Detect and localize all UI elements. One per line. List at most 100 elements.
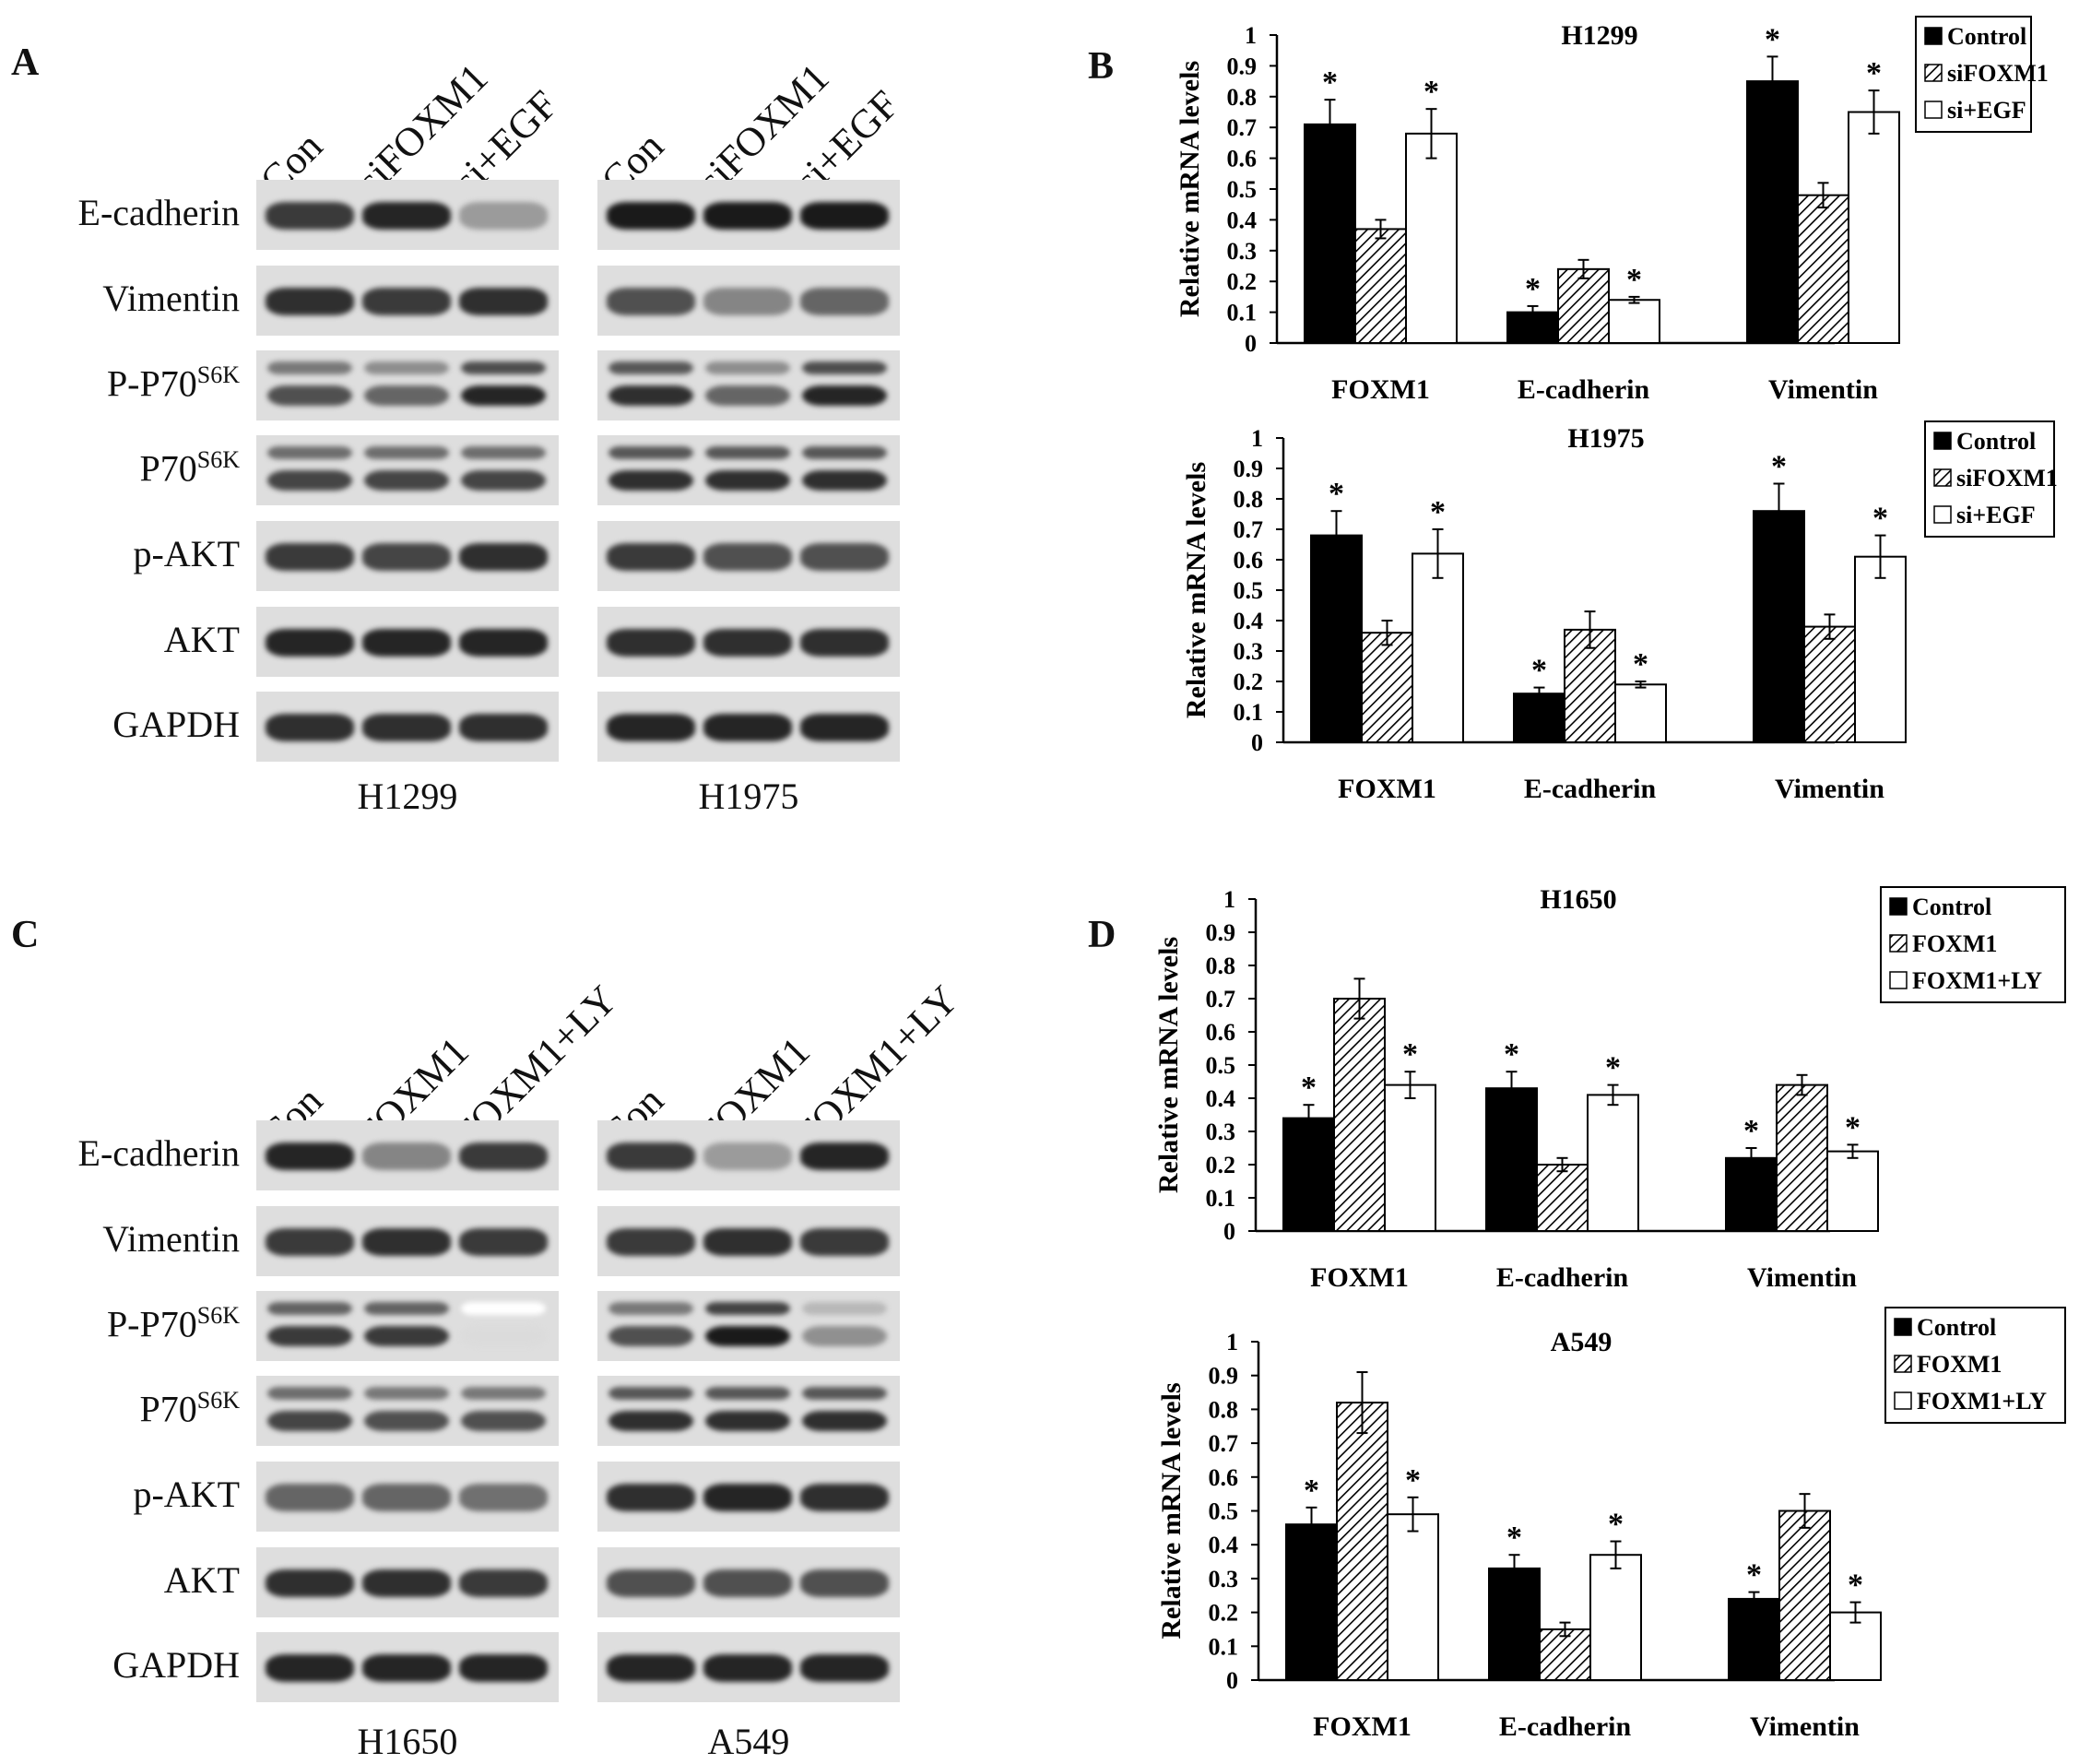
y-tick-label: 0.8 (1206, 953, 1236, 979)
y-tick-label: 0.7 (1234, 516, 1264, 543)
significance-star: * (1848, 1569, 1863, 1603)
row-label: AKT (163, 619, 240, 660)
blot-band (802, 446, 887, 459)
y-tick-label: 0.9 (1206, 919, 1236, 946)
cell-line-label: H1650 (357, 1721, 458, 1762)
blot-band (266, 1484, 354, 1511)
bar (1829, 1611, 1882, 1681)
blot-band (459, 543, 548, 571)
blot-strip (256, 692, 559, 762)
significance-star: * (1405, 1463, 1421, 1498)
row-label: GAPDH (112, 704, 240, 745)
blot-band (607, 1142, 695, 1170)
blot-band (461, 470, 546, 491)
blot-band (364, 470, 449, 491)
blot-band (362, 1569, 451, 1597)
blot-band (705, 385, 790, 406)
bar (1310, 534, 1363, 743)
blot-band (459, 1484, 548, 1511)
legend-swatch (1889, 934, 1908, 953)
blot-band (800, 629, 889, 657)
y-tick-label: 0.1 (1209, 1633, 1239, 1660)
x-category-label: Vimentin (1747, 1262, 1857, 1293)
blot-band (608, 361, 693, 374)
legend-label: Control (1912, 894, 1991, 920)
significance-star: * (1605, 1051, 1621, 1085)
y-tick-label: 0.2 (1209, 1600, 1239, 1627)
significance-star: * (1608, 1508, 1624, 1542)
y-tick-label: 1 (1226, 1329, 1238, 1356)
bar (1282, 1117, 1335, 1232)
blot-strip (597, 1291, 900, 1361)
blot-band (802, 1302, 887, 1315)
blot-band (459, 1142, 548, 1170)
row-label: Vimentin (102, 278, 240, 319)
blot-strip (256, 1120, 559, 1190)
blot-band (362, 1654, 451, 1682)
y-tick-label: 1 (1223, 886, 1235, 913)
blot-band (364, 446, 449, 459)
significance-star: * (1531, 654, 1547, 688)
y-tick-label: 0.8 (1234, 486, 1264, 513)
y-tick-label: 0.6 (1206, 1019, 1236, 1046)
y-tick-label: 0.3 (1209, 1566, 1239, 1592)
x-category-label: FOXM1 (1313, 1711, 1412, 1742)
blot-strip (597, 266, 900, 336)
blot-band (607, 1569, 695, 1597)
blot-band (364, 1302, 449, 1315)
row-label-superscript: S6K (196, 446, 240, 473)
y-tick-label: 0.8 (1209, 1396, 1239, 1423)
chart-title: A549 (1551, 1327, 1613, 1357)
blot-band (266, 543, 354, 571)
blot-band (267, 1326, 352, 1346)
blot-band (459, 288, 548, 315)
blot-strip (597, 180, 900, 250)
blot-band (461, 361, 546, 374)
blot-band (266, 714, 354, 741)
blot-band (608, 1387, 693, 1400)
y-axis-label: Relative mRNA levels (1175, 61, 1205, 317)
row-label-superscript: S6K (196, 1387, 240, 1414)
blot-strip (256, 435, 559, 505)
blot-band (266, 1654, 354, 1682)
blot-band (800, 1142, 889, 1170)
blot-band (267, 446, 352, 459)
bar (1333, 998, 1386, 1232)
bar (1587, 1094, 1639, 1233)
blot-band (607, 202, 695, 230)
bar (1589, 1554, 1642, 1681)
legend-swatch (1894, 1391, 1912, 1410)
x-category-label: E-cadherin (1496, 1262, 1629, 1293)
blot-strip (597, 521, 900, 591)
significance-star: * (1504, 1037, 1519, 1071)
blot-strip (256, 521, 559, 591)
blot-band (362, 1484, 451, 1511)
blot-band (703, 1228, 792, 1256)
legend-swatch (1894, 1318, 1912, 1336)
y-tick-label: 0.5 (1234, 577, 1264, 604)
blot-band (459, 202, 548, 230)
blot-band (459, 714, 548, 741)
legend-swatch (1894, 1355, 1912, 1373)
blot-band (608, 446, 693, 459)
blot-band (703, 202, 792, 230)
y-tick-label: 0.4 (1234, 608, 1264, 634)
y-tick-label: 0.5 (1227, 176, 1258, 203)
x-category-label: E-cadherin (1524, 774, 1657, 804)
x-category-label: FOXM1 (1310, 1262, 1409, 1293)
blot-band (802, 1411, 887, 1431)
legend-label: si+EGF (1947, 97, 2026, 124)
blot-band (800, 202, 889, 230)
blot-band (364, 1387, 449, 1400)
row-label: AKT (163, 1559, 240, 1601)
blot-band (703, 1654, 792, 1682)
blot-band (461, 446, 546, 459)
blot-band (705, 1387, 790, 1400)
blot-band (362, 202, 451, 230)
x-category-label: FOXM1 (1338, 774, 1436, 804)
panel-letter-c: C (11, 914, 40, 956)
blot-band (459, 1654, 548, 1682)
blot-band (267, 361, 352, 374)
bar (1803, 625, 1856, 743)
y-tick-label: 0.1 (1227, 300, 1258, 326)
